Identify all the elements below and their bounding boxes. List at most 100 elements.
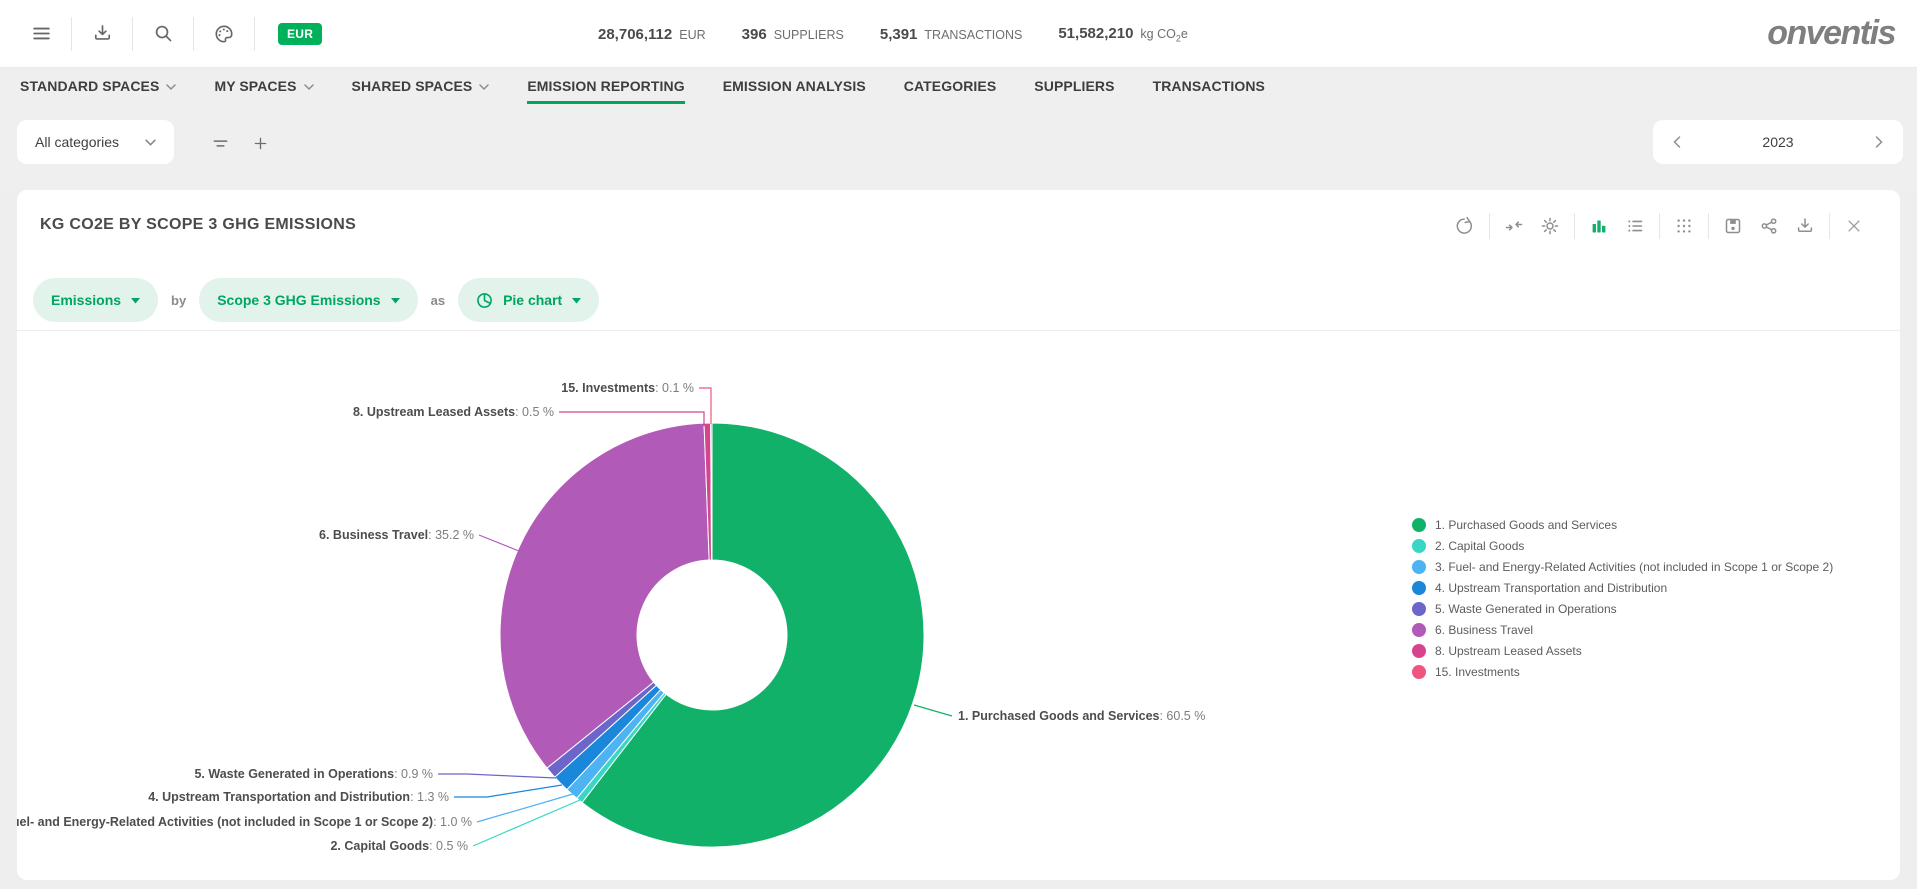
tab-emission-reporting[interactable]: EMISSION REPORTING xyxy=(527,68,684,104)
tab-categories[interactable]: CATEGORIES xyxy=(904,68,997,104)
toolbar-divider xyxy=(1574,213,1575,239)
refresh-icon xyxy=(1455,216,1475,236)
grid-view-button[interactable] xyxy=(1666,208,1702,244)
slice-callout-label: 1. Purchased Goods and Services: 60.5 % xyxy=(958,709,1205,723)
legend-item[interactable]: 15. Investments xyxy=(1412,665,1520,679)
slice-callout-label: 6. Business Travel: 35.2 % xyxy=(319,528,474,542)
legend-item[interactable]: 3. Fuel- and Energy-Related Activities (… xyxy=(1412,560,1833,574)
legend-item[interactable]: 6. Business Travel xyxy=(1412,623,1533,637)
add-widget-button[interactable] xyxy=(248,131,272,155)
legend-label: 1. Purchased Goods and Services xyxy=(1435,518,1617,532)
widget-title: KG CO2E BY SCOPE 3 GHG EMISSIONS xyxy=(40,216,356,234)
legend-item[interactable]: 4. Upstream Transportation and Distribut… xyxy=(1412,581,1667,595)
legend-label: 3. Fuel- and Energy-Related Activities (… xyxy=(1435,560,1833,574)
menu-button[interactable] xyxy=(20,13,62,55)
slice-callout-label: 3. Fuel- and Energy-Related Activities (… xyxy=(17,815,472,829)
chevron-left-icon xyxy=(1673,136,1681,148)
legend-item[interactable]: 1. Purchased Goods and Services xyxy=(1412,518,1617,532)
chart-view-button[interactable] xyxy=(1581,208,1617,244)
stat-value: 51,582,210 xyxy=(1058,25,1133,42)
refresh-button[interactable] xyxy=(1447,208,1483,244)
stat-spend: 28,706,112 EUR xyxy=(598,26,706,43)
tab-transactions[interactable]: TRANSACTIONS xyxy=(1153,68,1265,104)
year-selector: 2023 xyxy=(1653,120,1903,164)
callout-leader-line xyxy=(477,794,573,822)
dimension-select[interactable]: Scope 3 GHG Emissions xyxy=(199,278,417,322)
download-widget-button[interactable] xyxy=(1787,208,1823,244)
collapse-button[interactable] xyxy=(1496,208,1532,244)
filter-bar: All categories 2023 xyxy=(0,104,1917,190)
settings-button[interactable] xyxy=(1532,208,1568,244)
chevron-right-icon xyxy=(1875,136,1883,148)
chart-type-select[interactable]: Pie chart xyxy=(458,278,599,322)
filter-icon xyxy=(211,134,230,153)
grid-dots-icon xyxy=(1674,216,1694,236)
bar-chart-icon xyxy=(1589,216,1609,236)
callout-leader-line xyxy=(454,785,562,797)
tab-suppliers[interactable]: SUPPLIERS xyxy=(1034,68,1114,104)
share-button[interactable] xyxy=(1751,208,1787,244)
callout-leader-line xyxy=(914,705,952,716)
share-icon xyxy=(1759,216,1779,236)
close-widget-button[interactable] xyxy=(1836,208,1872,244)
tab-standard-spaces[interactable]: STANDARD SPACES xyxy=(20,68,176,104)
query-builder: Emissions by Scope 3 GHG Emissions as Pi… xyxy=(33,278,599,322)
legend-item[interactable]: 8. Upstream Leased Assets xyxy=(1412,644,1582,658)
theme-button[interactable] xyxy=(203,13,245,55)
search-button[interactable] xyxy=(142,13,184,55)
legend-item[interactable]: 5. Waste Generated in Operations xyxy=(1412,602,1617,616)
legend-label: 5. Waste Generated in Operations xyxy=(1435,602,1617,616)
callout-leader-line xyxy=(559,412,704,426)
legend-color-dot xyxy=(1412,539,1426,553)
legend-color-dot xyxy=(1412,602,1426,616)
stat-transactions: 5,391 TRANSACTIONS xyxy=(880,26,1022,43)
save-button[interactable] xyxy=(1715,208,1751,244)
legend-item[interactable]: 2. Capital Goods xyxy=(1412,539,1524,553)
category-select[interactable]: All categories xyxy=(17,120,174,164)
toolbar-divider xyxy=(1489,213,1490,239)
tab-my-spaces[interactable]: MY SPACES xyxy=(214,68,313,104)
caret-down-icon xyxy=(391,298,400,304)
currency-badge[interactable]: EUR xyxy=(278,23,322,45)
legend-label: 4. Upstream Transportation and Distribut… xyxy=(1435,581,1667,595)
kpi-strip: 28,706,112 EUR 396 SUPPLIERS 5,391 TRANS… xyxy=(598,0,1188,68)
plus-icon xyxy=(252,135,269,152)
header-divider xyxy=(132,17,133,51)
next-year-button[interactable] xyxy=(1875,136,1883,148)
save-icon xyxy=(1723,216,1743,236)
main-nav: STANDARD SPACES MY SPACES SHARED SPACES … xyxy=(0,68,1917,104)
stat-co2e: 51,582,210 kg CO2e xyxy=(1058,25,1187,44)
slice-callout-label: 5. Waste Generated in Operations: 0.9 % xyxy=(194,767,433,781)
stat-label: EUR xyxy=(679,28,705,42)
chevron-down-icon xyxy=(304,84,314,91)
toolbar-divider xyxy=(1829,213,1830,239)
stat-value: 396 xyxy=(742,26,767,43)
previous-year-button[interactable] xyxy=(1673,136,1681,148)
filter-button[interactable] xyxy=(208,131,232,155)
legend-color-dot xyxy=(1412,560,1426,574)
legend-color-dot xyxy=(1412,518,1426,532)
tab-emission-analysis[interactable]: EMISSION ANALYSIS xyxy=(723,68,866,104)
tab-shared-spaces[interactable]: SHARED SPACES xyxy=(352,68,490,104)
list-view-button[interactable] xyxy=(1617,208,1653,244)
chevron-down-icon xyxy=(166,84,176,91)
gear-icon xyxy=(1540,216,1560,236)
measure-select[interactable]: Emissions xyxy=(33,278,158,322)
search-icon xyxy=(153,23,174,44)
dimension-value: Scope 3 GHG Emissions xyxy=(217,292,380,308)
download-icon xyxy=(92,23,113,44)
legend-label: 15. Investments xyxy=(1435,665,1520,679)
download-icon xyxy=(1795,216,1815,236)
year-value[interactable]: 2023 xyxy=(1762,134,1793,150)
list-icon xyxy=(1625,216,1645,236)
category-select-value: All categories xyxy=(35,134,119,150)
as-label: as xyxy=(431,293,445,308)
chevron-down-icon xyxy=(145,139,156,147)
palette-icon xyxy=(213,23,235,45)
legend-color-dot xyxy=(1412,581,1426,595)
widget-toolbar xyxy=(1447,208,1872,244)
stat-value: 28,706,112 xyxy=(598,26,672,43)
pie-chart-icon xyxy=(476,292,493,309)
export-button[interactable] xyxy=(81,13,123,55)
stat-label: SUPPLIERS xyxy=(774,28,844,42)
